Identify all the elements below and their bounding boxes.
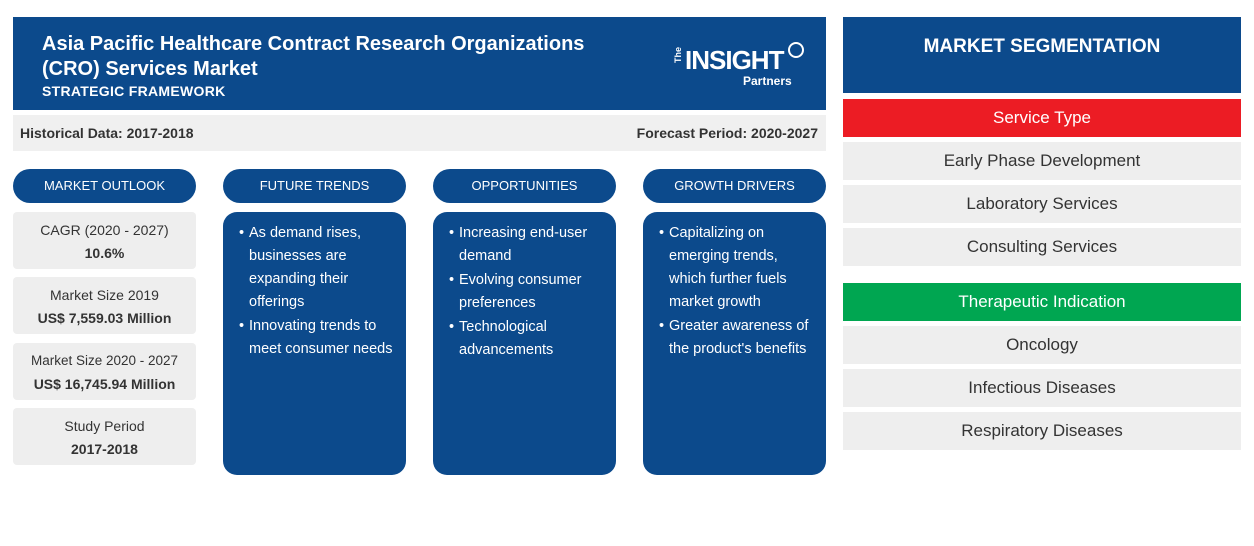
- list-item: Greater awareness of the product's benef…: [659, 315, 818, 361]
- forecast-period: Forecast Period: 2020-2027: [636, 125, 818, 141]
- future-trends-panel: As demand rises, businesses are expandin…: [223, 212, 406, 475]
- therapeutic-indication-heading: Therapeutic Indication: [843, 283, 1241, 321]
- logo-partners-text: Partners: [743, 74, 792, 88]
- segment-item: Early Phase Development: [843, 142, 1241, 180]
- segment-item: Respiratory Diseases: [843, 412, 1241, 450]
- insight-partners-logo: The INSIGHT Partners: [673, 41, 808, 91]
- stat-label: Market Size 2020 - 2027: [30, 353, 179, 368]
- segment-item: Infectious Diseases: [843, 369, 1241, 407]
- list-item: Evolving consumer preferences: [449, 269, 608, 315]
- list-item: Technological advancements: [449, 316, 608, 362]
- market-outlook-heading: MARKET OUTLOOK: [13, 169, 196, 203]
- stat-label: CAGR (2020 - 2027): [40, 222, 169, 238]
- opportunities-panel: Increasing end-user demand Evolving cons…: [433, 212, 616, 475]
- segment-item: Oncology: [843, 326, 1241, 364]
- stat-value: 2017-2018: [71, 441, 138, 457]
- list-item: Increasing end-user demand: [449, 222, 608, 268]
- report-header: Asia Pacific Healthcare Contract Researc…: [13, 17, 826, 110]
- future-trends-heading: FUTURE TRENDS: [223, 169, 406, 203]
- segment-item: Laboratory Services: [843, 185, 1241, 223]
- logo-the-text: The: [673, 47, 683, 64]
- growth-drivers-panel: Capitalizing on emerging trends, which f…: [643, 212, 826, 475]
- logo-insight-text: INSIGHT: [685, 45, 784, 75]
- stat-value: US$ 7,559.03 Million: [37, 310, 172, 326]
- logo-magnifier-icon: [788, 42, 804, 58]
- list-item: As demand rises, businesses are expandin…: [239, 222, 398, 314]
- report-title: Asia Pacific Healthcare Contract Researc…: [42, 33, 585, 80]
- growth-drivers-heading: GROWTH DRIVERS: [643, 169, 826, 203]
- stat-label: Market Size 2019: [50, 287, 159, 303]
- service-type-heading: Service Type: [843, 99, 1241, 137]
- stat-market-size-forecast: Market Size 2020 - 2027 US$ 16,745.94 Mi…: [13, 343, 196, 400]
- list-item: Innovating trends to meet consumer needs: [239, 315, 398, 361]
- period-bar: Historical Data: 2017-2018 Forecast Peri…: [13, 115, 826, 151]
- stat-market-size-2019: Market Size 2019 US$ 7,559.03 Million: [13, 277, 196, 334]
- stat-cagr: CAGR (2020 - 2027) 10.6%: [13, 212, 196, 269]
- stat-value: 10.6%: [84, 245, 125, 261]
- stat-label: Study Period: [64, 418, 145, 434]
- report-subtitle: STRATEGIC FRAMEWORK: [42, 83, 226, 99]
- segment-item: Consulting Services: [843, 228, 1241, 266]
- opportunities-heading: OPPORTUNITIES: [433, 169, 616, 203]
- list-item: Capitalizing on emerging trends, which f…: [659, 222, 818, 314]
- historical-data: Historical Data: 2017-2018: [20, 125, 194, 141]
- stat-value: US$ 16,745.94 Million: [33, 376, 176, 392]
- market-segmentation-title: MARKET SEGMENTATION: [843, 17, 1241, 93]
- stat-study-period: Study Period 2017-2018: [13, 408, 196, 465]
